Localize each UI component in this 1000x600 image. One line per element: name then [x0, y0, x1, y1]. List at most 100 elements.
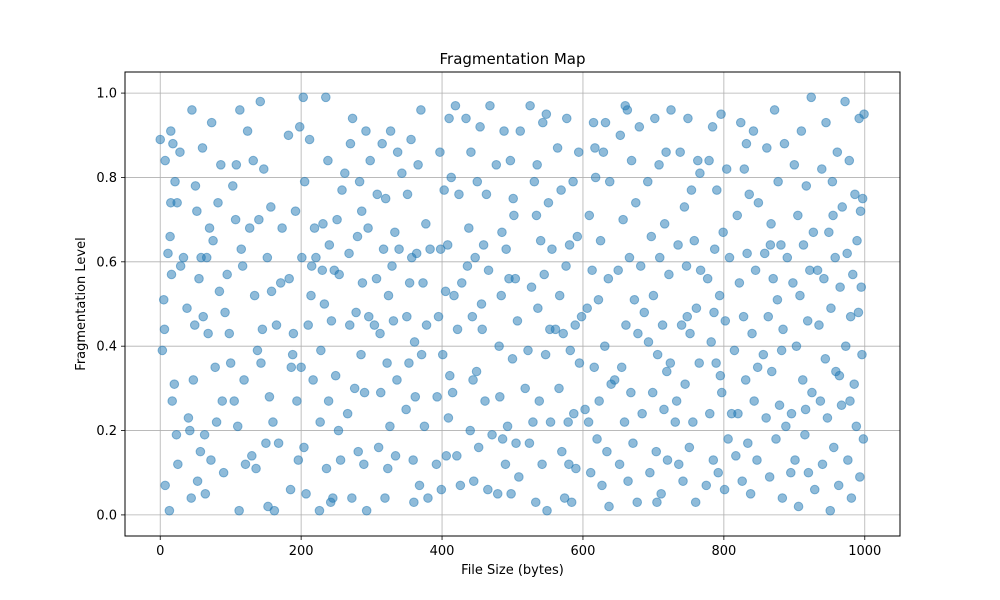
x-axis-label: File Size (bytes): [461, 563, 564, 578]
data-point: [797, 375, 808, 385]
data-point: [715, 370, 726, 381]
data-point: [298, 92, 309, 103]
data-point: [335, 455, 346, 465]
data-point: [271, 320, 282, 330]
data-point: [409, 337, 420, 347]
data-point: [514, 472, 524, 482]
data-point: [244, 223, 255, 233]
data-point: [224, 328, 235, 339]
data-point: [340, 168, 350, 179]
data-point: [554, 383, 564, 394]
data-point: [589, 362, 600, 373]
data-point: [819, 273, 829, 284]
data-point: [716, 109, 726, 119]
data-point: [623, 476, 633, 486]
data-point: [528, 417, 538, 427]
data-point: [595, 235, 606, 246]
data-point: [494, 341, 504, 351]
data-point: [461, 113, 471, 124]
data-point: [858, 434, 869, 444]
data-point: [167, 396, 178, 406]
data-point: [807, 387, 817, 398]
data-point: [808, 227, 819, 238]
data-point: [509, 210, 519, 221]
data-point: [859, 109, 869, 119]
data-point: [613, 265, 623, 276]
data-point: [673, 240, 683, 250]
data-point: [801, 181, 812, 191]
data-point: [678, 476, 688, 486]
data-point: [264, 392, 275, 402]
data-point: [573, 147, 584, 157]
data-point: [345, 138, 356, 149]
data-point: [472, 176, 483, 187]
data-point: [363, 223, 373, 233]
data-point: [392, 147, 403, 157]
data-point: [749, 396, 759, 406]
data-point: [377, 138, 387, 149]
data-point: [168, 138, 178, 149]
data-point: [661, 366, 672, 377]
data-point: [769, 105, 780, 115]
data-point: [442, 240, 453, 250]
data-point: [416, 349, 427, 360]
data-point: [629, 294, 640, 305]
data-point: [766, 219, 776, 229]
data-point: [468, 476, 479, 486]
data-point: [639, 307, 650, 318]
data-point: [520, 383, 530, 394]
data-point: [369, 320, 380, 330]
data-point: [618, 214, 628, 225]
data-point: [216, 160, 226, 170]
data-point: [763, 311, 774, 322]
data-point: [323, 155, 333, 166]
data-point: [744, 189, 755, 200]
data-point: [711, 358, 721, 368]
data-point: [334, 269, 344, 280]
data-point: [843, 455, 853, 465]
data-point: [609, 375, 620, 385]
data-point: [825, 505, 836, 516]
data-point: [532, 160, 542, 170]
data-point: [670, 417, 681, 427]
data-point: [821, 117, 831, 128]
data-point: [164, 505, 175, 516]
data-point: [559, 493, 570, 503]
data-point: [747, 328, 757, 339]
data-point: [266, 202, 276, 212]
data-point: [840, 341, 851, 351]
data-point: [828, 442, 839, 453]
data-point: [716, 387, 727, 398]
data-point: [261, 438, 271, 449]
data-point: [383, 290, 394, 301]
data-point: [320, 92, 331, 103]
data-point: [483, 265, 494, 276]
data-point: [582, 303, 592, 314]
data-point: [408, 455, 418, 465]
data-point: [404, 358, 414, 368]
data-point: [325, 497, 336, 508]
data-point: [183, 413, 194, 423]
data-point: [535, 235, 546, 246]
data-point: [695, 265, 706, 276]
data-point: [447, 387, 458, 398]
data-point: [163, 248, 173, 259]
data-point: [682, 311, 693, 322]
data-point: [402, 189, 413, 200]
data-point: [750, 265, 761, 276]
data-point: [762, 143, 772, 153]
data-point: [309, 223, 320, 233]
data-point: [834, 370, 845, 381]
data-point: [249, 290, 260, 301]
data-point: [476, 299, 487, 309]
data-point: [806, 92, 817, 103]
data-point: [200, 489, 211, 499]
data-point: [257, 324, 268, 335]
data-point: [235, 105, 245, 115]
data-point: [222, 269, 232, 280]
data-point: [508, 193, 519, 204]
data-point: [563, 417, 573, 427]
data-point: [483, 484, 493, 495]
data-point: [195, 446, 206, 457]
data-point: [547, 244, 557, 254]
